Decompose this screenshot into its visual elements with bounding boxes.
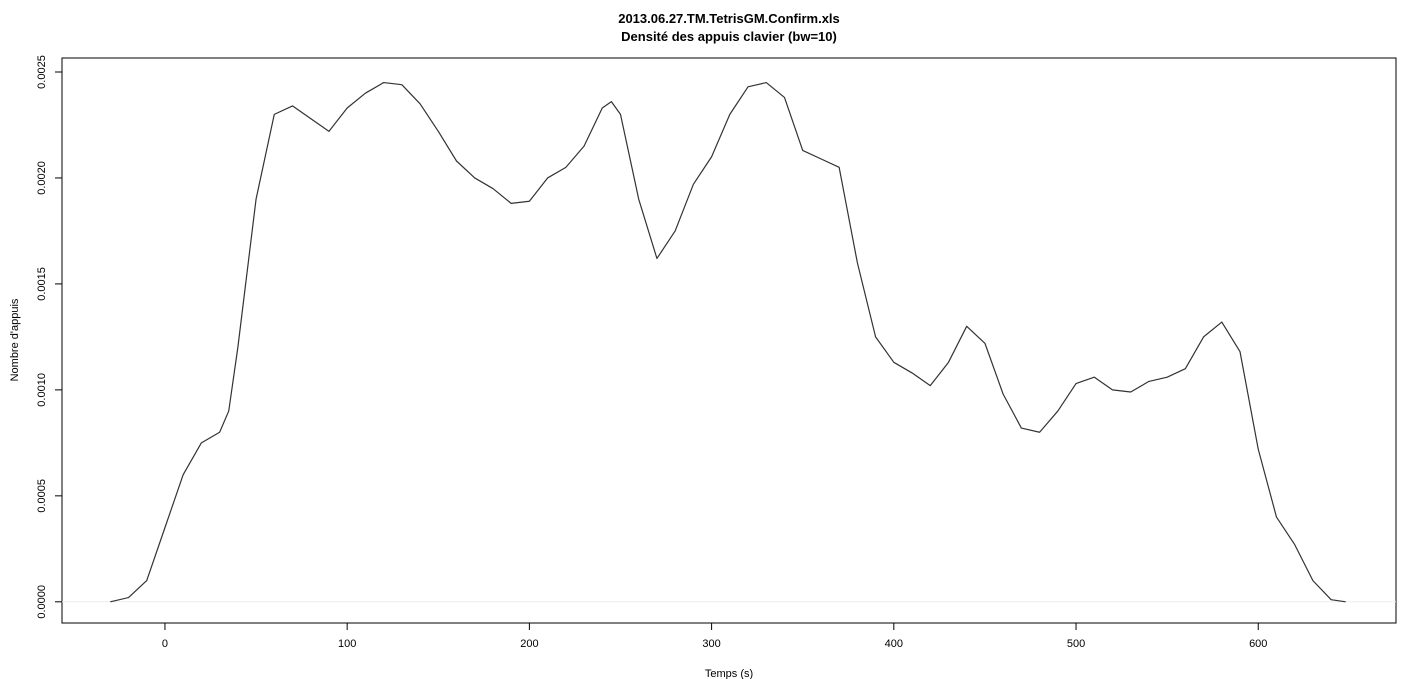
plot-box — [61, 57, 1397, 624]
x-axis-label: Temps (s) — [705, 668, 753, 679]
y-tick-label: 0.0010 — [36, 373, 48, 407]
y-tick-label: 0.0020 — [36, 161, 48, 195]
x-tick-label: 600 — [1249, 638, 1267, 650]
x-tick-label: 400 — [885, 638, 903, 650]
y-tick-label: 0.0000 — [36, 585, 48, 619]
y-tick-label: 0.0005 — [36, 479, 48, 513]
x-tick-label: 100 — [338, 638, 356, 650]
chart-title: 2013.06.27.TM.TetrisGM.Confirm.xls — [618, 11, 840, 26]
x-tick-label: 300 — [702, 638, 720, 650]
chart-subtitle: Densité des appuis clavier (bw=10) — [621, 29, 837, 44]
y-tick-label: 0.0025 — [36, 55, 48, 89]
x-tick-label: 0 — [162, 638, 168, 650]
y-tick-label: 0.0015 — [36, 267, 48, 301]
x-tick-label: 500 — [1067, 638, 1085, 650]
density-line — [110, 81, 1346, 603]
y-axis-label: Nombre d'appuis — [9, 298, 21, 381]
x-tick-label: 200 — [520, 638, 538, 650]
